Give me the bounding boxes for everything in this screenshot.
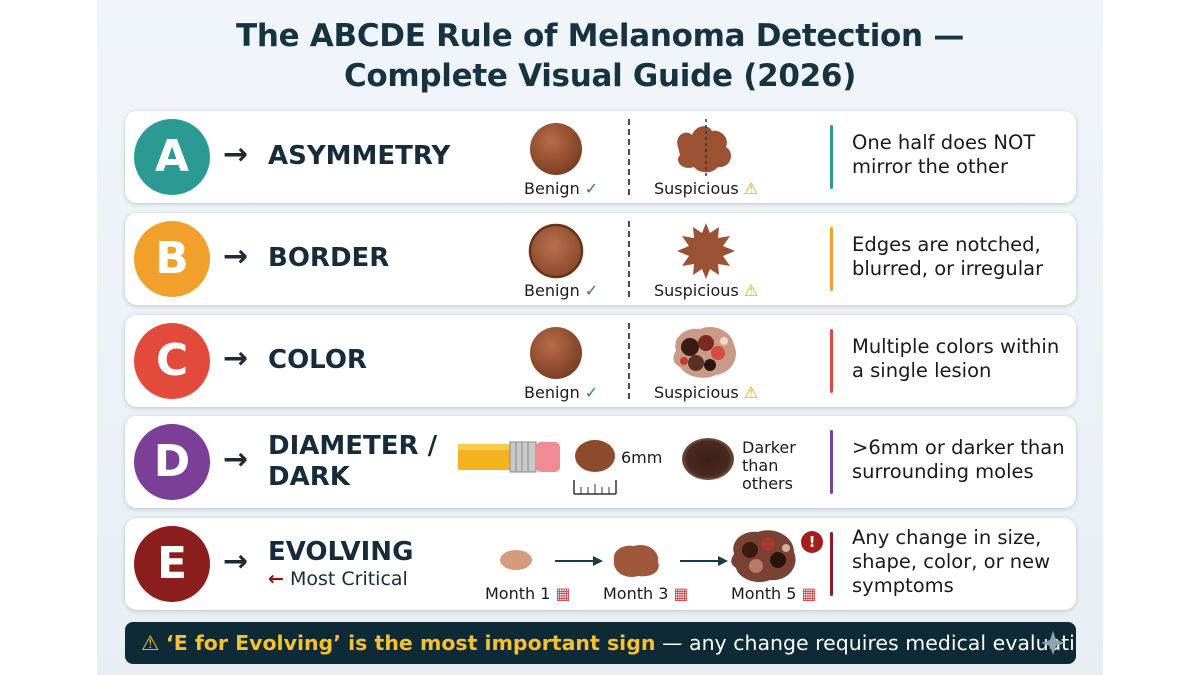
accent-bar bbox=[830, 329, 833, 393]
warning-icon: ⚠ bbox=[743, 383, 759, 402]
row-color: C → COLOR Benign ✓ Suspicious ⚠ Multiple… bbox=[125, 315, 1076, 407]
month-1-label: Month 1 ▦ bbox=[485, 584, 571, 603]
accent-bar bbox=[830, 532, 833, 596]
row-label-border: BORDER bbox=[268, 243, 390, 273]
dark-mole-icon bbox=[682, 438, 734, 480]
accent-bar bbox=[830, 430, 833, 494]
multicolor-mole-icon bbox=[673, 326, 736, 378]
row-description: Edges are notched, blurred, or irregular bbox=[852, 233, 1044, 280]
month-5-label: Month 5 ▦ bbox=[731, 584, 817, 603]
small-mole-icon bbox=[575, 440, 615, 472]
most-critical-note: ← Most Critical bbox=[268, 568, 408, 590]
row-diameter-dark: D → DIAMETER / DARK 6mm Darker than others … bbox=[125, 416, 1076, 508]
benign-mole-icon bbox=[530, 123, 582, 175]
row-border: B → BORDER Benign ✓ Suspicious ⚠ Edges a… bbox=[125, 213, 1076, 305]
calendar-icon: ▦ bbox=[801, 584, 817, 603]
row-asymmetry: A → ASYMMETRY Benign ✓ Suspicious ⚠ One … bbox=[125, 111, 1076, 203]
title-line-2: Complete Visual Guide (2026) bbox=[343, 58, 857, 94]
letter-badge-d: D bbox=[134, 424, 210, 500]
row-description: Any change in size, shape, color, or new s… bbox=[852, 526, 1051, 597]
darker-label: Darker than others bbox=[742, 438, 796, 493]
row-description: Multiple colors within a single lesion bbox=[852, 335, 1060, 382]
banner-highlight: ‘E for Evolving’ is the most important s… bbox=[165, 631, 656, 655]
calendar-icon: ▦ bbox=[673, 584, 689, 603]
check-icon: ✓ bbox=[584, 179, 599, 198]
row-label-diameter: DIAMETER / DARK bbox=[268, 431, 438, 492]
month3-mole-icon bbox=[613, 544, 659, 578]
sparkle-icon bbox=[1041, 631, 1065, 655]
row-evolving: E → EVOLVING ← Most Critical Month 1 ▦ M… bbox=[125, 518, 1076, 610]
row-description: One half does NOT mirror the other bbox=[852, 131, 1036, 178]
check-icon: ✓ bbox=[584, 383, 599, 402]
benign-caption: Benign ✓ bbox=[524, 383, 599, 402]
arrow-icon: → bbox=[223, 341, 249, 376]
arrow-icon: → bbox=[223, 137, 249, 172]
title-line-1: The ABCDE Rule of Melanoma Detection — bbox=[235, 18, 965, 54]
calendar-icon: ▦ bbox=[555, 584, 571, 603]
benign-caption: Benign ✓ bbox=[524, 179, 599, 198]
month5-mole-icon bbox=[731, 530, 796, 583]
page-title: The ABCDE Rule of Melanoma Detection — C… bbox=[97, 16, 1103, 96]
row-description: >6mm or darker than surrounding moles bbox=[852, 436, 1065, 483]
key-message-banner: ⚠ ‘E for Evolving’ is the most important… bbox=[125, 622, 1076, 664]
arrow-icon: → bbox=[223, 544, 249, 579]
warning-icon: ⚠ bbox=[141, 631, 160, 655]
banner-text: — any change requires medical evaluation bbox=[655, 631, 1076, 655]
accent-bar bbox=[830, 227, 833, 291]
letter-badge-c: C bbox=[134, 323, 210, 399]
warning-icon: ⚠ bbox=[743, 281, 759, 300]
divider-dashed bbox=[628, 323, 630, 399]
irregular-border-mole-icon bbox=[677, 223, 735, 279]
alert-icon: ! bbox=[801, 531, 823, 553]
month1-mole-icon bbox=[500, 550, 532, 570]
check-icon: ✓ bbox=[584, 281, 599, 300]
back-arrow-icon: ← bbox=[268, 568, 284, 590]
suspicious-caption: Suspicious ⚠ bbox=[654, 383, 759, 402]
size-label: 6mm bbox=[621, 448, 663, 467]
suspicious-caption: Suspicious ⚠ bbox=[654, 281, 759, 300]
row-label-color: COLOR bbox=[268, 345, 367, 375]
row-label-asymmetry: ASYMMETRY bbox=[268, 141, 451, 171]
arrow-icon: → bbox=[223, 442, 249, 477]
accent-bar bbox=[830, 125, 833, 189]
month-3-label: Month 3 ▦ bbox=[603, 584, 689, 603]
arrow-icon: → bbox=[223, 239, 249, 274]
ruler-icon bbox=[573, 480, 617, 495]
warning-icon: ⚠ bbox=[743, 179, 759, 198]
svg-text:!: ! bbox=[809, 533, 816, 551]
progress-arrow-icon bbox=[555, 556, 603, 566]
divider-dashed bbox=[628, 221, 630, 297]
divider-dashed bbox=[628, 119, 630, 195]
letter-badge-a: A bbox=[134, 119, 210, 195]
progress-arrow-icon bbox=[680, 556, 728, 566]
letter-badge-b: B bbox=[134, 221, 210, 297]
pencil-eraser-icon bbox=[458, 441, 560, 473]
benign-caption: Benign ✓ bbox=[524, 281, 599, 300]
row-label-evolving: EVOLVING bbox=[268, 537, 414, 567]
suspicious-caption: Suspicious ⚠ bbox=[654, 179, 759, 198]
letter-badge-e: E bbox=[134, 526, 210, 602]
asymmetric-mole-icon bbox=[677, 119, 732, 177]
benign-mole-icon bbox=[530, 327, 582, 379]
benign-mole-icon bbox=[528, 223, 584, 279]
